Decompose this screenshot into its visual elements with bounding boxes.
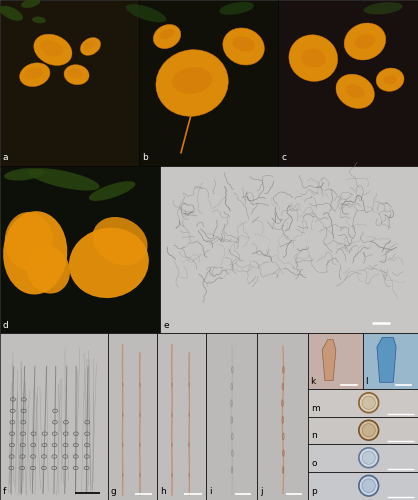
Bar (108, 333, 157, 500)
Text: o: o (311, 459, 317, 468)
Ellipse shape (171, 473, 172, 477)
Ellipse shape (359, 476, 379, 496)
Bar (0, 0, 139, 166)
Text: i: i (209, 488, 212, 496)
Text: k: k (311, 378, 316, 386)
Ellipse shape (354, 34, 375, 49)
Bar (160, 166, 418, 333)
Ellipse shape (376, 68, 404, 92)
Bar (308, 472, 418, 500)
Ellipse shape (122, 443, 123, 446)
Text: c: c (281, 154, 286, 162)
Ellipse shape (64, 64, 89, 84)
Ellipse shape (80, 38, 101, 56)
Ellipse shape (83, 40, 95, 50)
Ellipse shape (156, 50, 228, 116)
Text: a: a (3, 154, 8, 162)
Ellipse shape (359, 420, 379, 440)
Ellipse shape (34, 34, 72, 66)
Ellipse shape (0, 6, 23, 21)
Ellipse shape (153, 24, 181, 48)
Ellipse shape (172, 67, 212, 94)
Polygon shape (322, 340, 336, 380)
Ellipse shape (346, 84, 365, 98)
Text: l: l (365, 378, 368, 386)
Ellipse shape (126, 4, 166, 22)
Ellipse shape (219, 2, 254, 14)
Text: e: e (163, 320, 168, 330)
Ellipse shape (383, 75, 397, 85)
Text: h: h (160, 488, 166, 496)
Text: f: f (3, 488, 6, 496)
Ellipse shape (289, 35, 338, 82)
Ellipse shape (5, 212, 53, 270)
Polygon shape (377, 338, 396, 382)
Ellipse shape (232, 36, 255, 52)
Ellipse shape (68, 68, 83, 78)
Ellipse shape (122, 383, 123, 386)
Bar (308, 389, 418, 416)
Ellipse shape (32, 16, 46, 24)
Bar (278, 0, 418, 166)
Bar (0, 166, 160, 333)
Bar (257, 333, 308, 500)
Bar (157, 333, 206, 500)
Bar (308, 444, 418, 471)
Text: j: j (260, 488, 263, 496)
Ellipse shape (189, 443, 190, 446)
Ellipse shape (40, 40, 63, 56)
Ellipse shape (26, 246, 70, 294)
Ellipse shape (362, 451, 375, 464)
Bar (139, 0, 278, 166)
Ellipse shape (171, 413, 172, 416)
Ellipse shape (189, 473, 190, 477)
Ellipse shape (89, 181, 135, 201)
Ellipse shape (223, 28, 264, 65)
Bar (308, 416, 418, 444)
Ellipse shape (359, 448, 379, 468)
Text: g: g (111, 488, 117, 496)
Ellipse shape (362, 424, 375, 437)
Text: d: d (3, 320, 9, 330)
Text: m: m (311, 404, 320, 413)
Ellipse shape (25, 67, 43, 79)
Bar (0, 333, 108, 500)
Ellipse shape (20, 63, 50, 86)
Ellipse shape (4, 168, 44, 180)
Bar (363, 333, 418, 389)
Ellipse shape (122, 473, 123, 477)
Ellipse shape (189, 383, 190, 386)
Ellipse shape (3, 211, 67, 294)
Ellipse shape (301, 49, 326, 68)
Ellipse shape (364, 2, 403, 14)
Ellipse shape (362, 396, 375, 409)
Ellipse shape (359, 393, 379, 412)
Ellipse shape (28, 168, 99, 190)
Ellipse shape (344, 23, 386, 60)
Ellipse shape (122, 413, 123, 416)
Text: b: b (142, 154, 148, 162)
Ellipse shape (362, 479, 375, 492)
Bar (206, 333, 257, 500)
Ellipse shape (171, 383, 172, 386)
Ellipse shape (336, 74, 375, 108)
Ellipse shape (69, 228, 149, 298)
Ellipse shape (92, 217, 148, 266)
Text: p: p (311, 488, 317, 496)
Ellipse shape (189, 413, 190, 416)
Ellipse shape (171, 443, 172, 446)
Bar (308, 333, 363, 389)
Ellipse shape (21, 0, 40, 8)
Ellipse shape (160, 29, 174, 39)
Text: n: n (311, 432, 317, 440)
